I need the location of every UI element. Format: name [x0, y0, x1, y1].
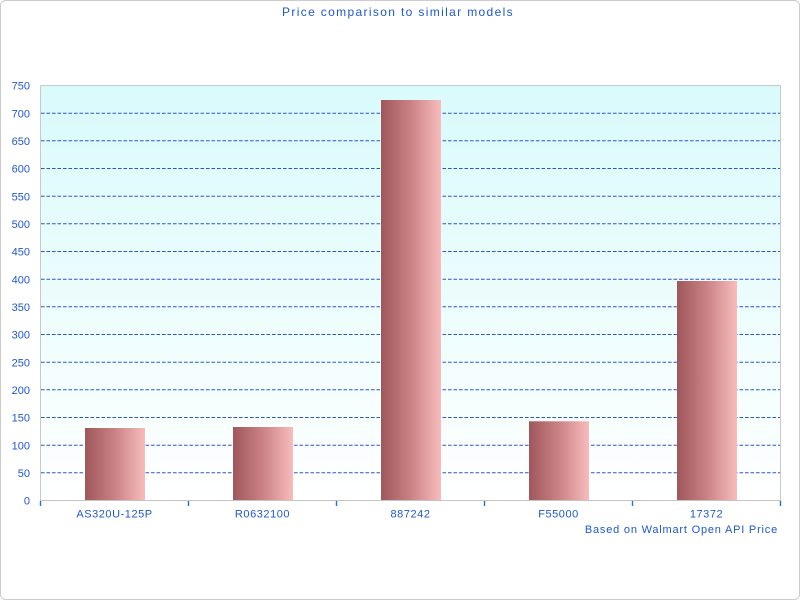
svg-text:F55000: F55000: [538, 509, 579, 521]
svg-text:500: 500: [12, 219, 30, 231]
svg-text:650: 650: [12, 136, 30, 148]
svg-text:887242: 887242: [390, 509, 430, 521]
svg-text:700: 700: [12, 108, 30, 120]
svg-text:300: 300: [12, 330, 30, 342]
svg-text:350: 350: [12, 302, 30, 314]
svg-text:100: 100: [12, 440, 30, 452]
svg-text:400: 400: [12, 274, 30, 286]
svg-text:150: 150: [12, 413, 30, 425]
svg-text:600: 600: [12, 164, 30, 176]
svg-text:0: 0: [24, 496, 30, 508]
svg-text:250: 250: [12, 357, 30, 369]
svg-text:550: 550: [12, 191, 30, 203]
svg-text:750: 750: [12, 81, 30, 93]
svg-text:Based on Walmart Open API Pric: Based on Walmart Open API Price: [585, 524, 778, 536]
svg-text:50: 50: [18, 468, 30, 480]
svg-text:450: 450: [12, 247, 30, 259]
svg-text:17372: 17372: [690, 509, 723, 521]
svg-text:R0632100: R0632100: [235, 509, 290, 521]
svg-text:AS320U-125P: AS320U-125P: [76, 509, 152, 521]
svg-text:Price comparison to similar mo: Price comparison to similar models: [282, 5, 514, 19]
svg-text:200: 200: [12, 385, 30, 397]
